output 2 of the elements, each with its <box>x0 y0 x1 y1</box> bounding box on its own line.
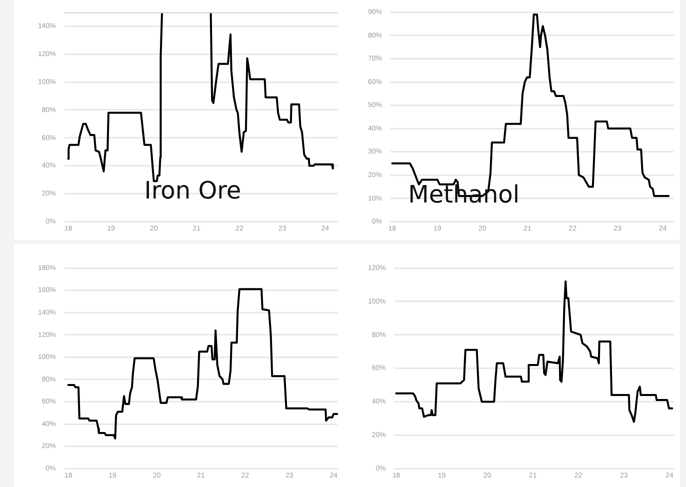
text: Iron Ore <box>144 176 242 205</box>
text: Methanol <box>408 180 520 209</box>
